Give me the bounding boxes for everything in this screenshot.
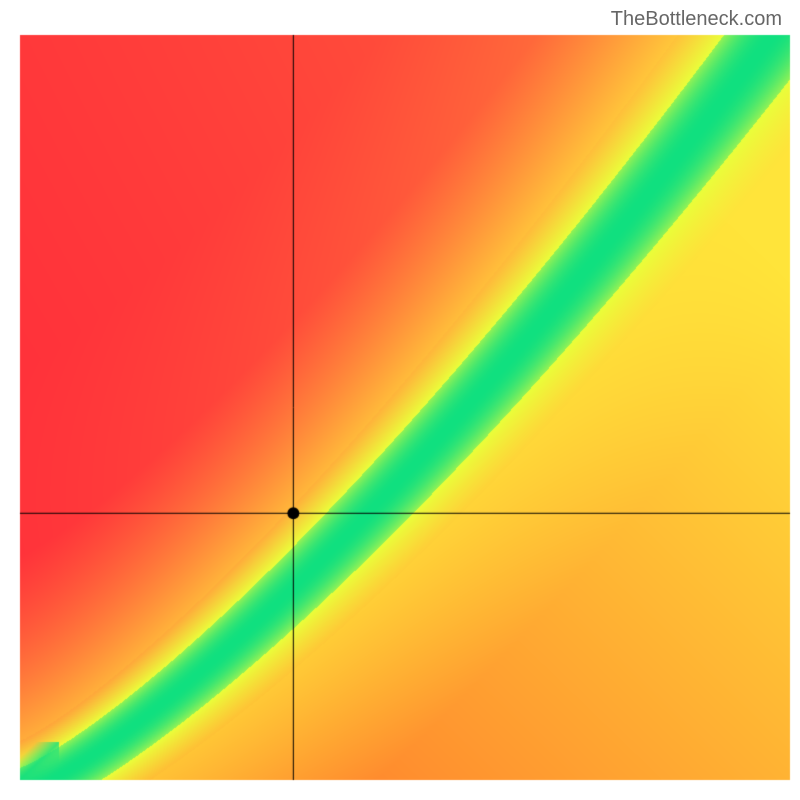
attribution-label: TheBottleneck.com [611, 8, 782, 31]
overlay-canvas [0, 0, 800, 800]
chart-container: TheBottleneck.com [0, 0, 800, 800]
